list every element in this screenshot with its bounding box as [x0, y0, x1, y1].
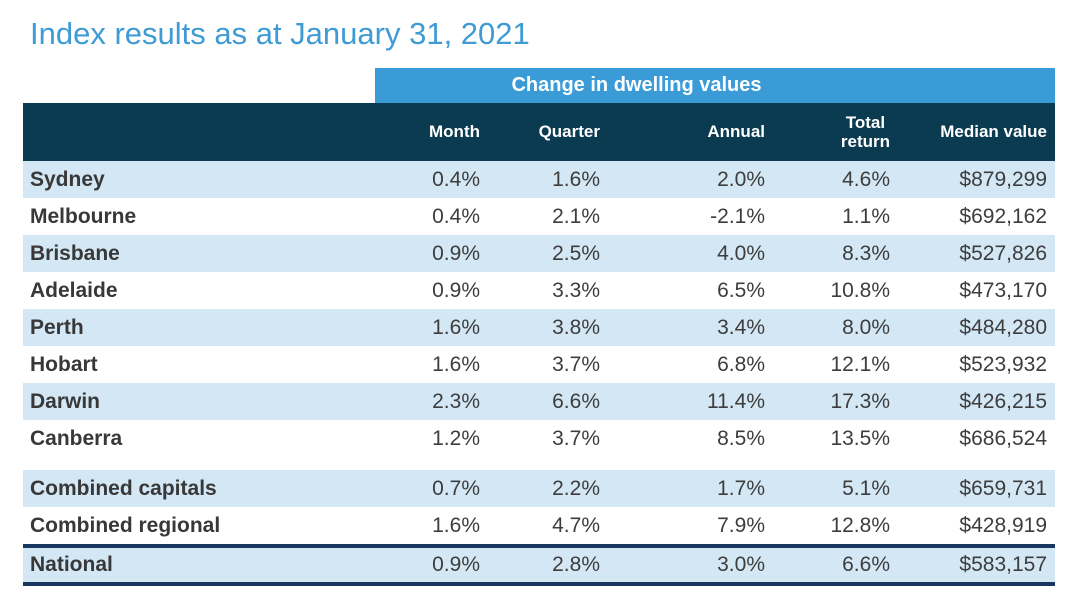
total-return-value: 12.1% [830, 352, 890, 376]
quarter-value: 3.3% [552, 278, 600, 302]
median-value: $659,731 [959, 476, 1047, 500]
quarter-value: 1.6% [552, 167, 600, 191]
month-value: 1.2% [432, 426, 480, 450]
quarter-value: 2.1% [552, 204, 600, 228]
annual-value: 1.7% [717, 476, 765, 500]
column-header-median-value: Median value [940, 122, 1047, 141]
total-return-value: 8.0% [842, 315, 890, 339]
table-row: Hobart 1.6% 3.7% 6.8% 12.1% $523,932 [23, 346, 1055, 383]
region-label: Adelaide [30, 278, 118, 302]
median-value: $686,524 [959, 426, 1047, 450]
month-value: 1.6% [432, 513, 480, 537]
month-value: 0.7% [432, 476, 480, 500]
table-row: Darwin 2.3% 6.6% 11.4% 17.3% $426,215 [23, 383, 1055, 420]
total-return-value: 8.3% [842, 241, 890, 265]
column-header-total-return: Total return [773, 113, 898, 152]
annual-value: -2.1% [710, 204, 765, 228]
table-row: Combined capitals 0.7% 2.2% 1.7% 5.1% $659,73… [23, 470, 1055, 507]
group-header-spacer [23, 68, 375, 103]
total-return-value: 1.1% [842, 204, 890, 228]
total-return-value: 5.1% [842, 476, 890, 500]
month-value: 1.6% [432, 352, 480, 376]
total-return-header-stack: Total return [841, 113, 890, 151]
table-row: Perth 1.6% 3.8% 3.4% 8.0% $484,280 [23, 309, 1055, 346]
month-value: 0.9% [432, 553, 480, 576]
index-results-table: Change in dwelling values Month Quarter … [23, 68, 1055, 586]
quarter-value: 2.5% [552, 241, 600, 265]
column-header-quarter: Quarter [538, 122, 600, 141]
quarter-value: 3.7% [552, 426, 600, 450]
annual-value: 8.5% [717, 426, 765, 450]
region-label: Combined capitals [30, 476, 217, 500]
annual-value: 4.0% [717, 241, 765, 265]
month-value: 0.4% [432, 204, 480, 228]
annual-value: 11.4% [707, 389, 765, 413]
median-value: $473,170 [959, 278, 1047, 302]
median-value: $428,919 [959, 513, 1047, 537]
quarter-value: 2.2% [552, 476, 600, 500]
total-return-value: 12.8% [830, 513, 890, 537]
quarter-value: 3.8% [552, 315, 600, 339]
quarter-value: 6.6% [552, 389, 600, 413]
table-row: Canberra 1.2% 3.7% 8.5% 13.5% $686,524 [23, 420, 1055, 457]
total-return-value: 4.6% [842, 167, 890, 191]
annual-value: 7.9% [717, 513, 765, 537]
region-label: National [30, 553, 113, 576]
median-value: $879,299 [959, 167, 1047, 191]
table-row: Brisbane 0.9% 2.5% 4.0% 8.3% $527,826 [23, 235, 1055, 272]
total-return-value: 13.5% [830, 426, 890, 450]
annual-value: 2.0% [717, 167, 765, 191]
month-value: 2.3% [432, 389, 480, 413]
group-header-band: Change in dwelling values [375, 68, 1055, 103]
month-value: 0.9% [432, 241, 480, 265]
median-value: $484,280 [959, 315, 1047, 339]
month-value: 0.9% [432, 278, 480, 302]
region-label: Combined regional [30, 513, 221, 537]
table-header-row: Month Quarter Annual Total return Median… [23, 103, 1055, 161]
region-label: Brisbane [30, 241, 120, 265]
quarter-value: 2.8% [552, 553, 600, 576]
total-return-value: 10.8% [830, 278, 890, 302]
month-value: 0.4% [432, 167, 480, 191]
table-row: Sydney 0.4% 1.6% 2.0% 4.6% $879,299 [23, 161, 1055, 198]
column-header-month: Month [429, 122, 480, 141]
region-label: Melbourne [30, 204, 137, 228]
quarter-value: 4.7% [552, 513, 600, 537]
column-header-annual: Annual [707, 122, 765, 141]
group-header-row: Change in dwelling values [23, 68, 1055, 103]
median-value: $426,215 [959, 389, 1047, 413]
median-value: $523,932 [959, 352, 1047, 376]
region-label: Darwin [30, 389, 101, 413]
region-label: Canberra [30, 426, 123, 450]
region-label: Perth [30, 315, 84, 339]
table-row: Adelaide 0.9% 3.3% 6.5% 10.8% $473,170 [23, 272, 1055, 309]
month-value: 1.6% [432, 315, 480, 339]
total-return-value: 17.3% [830, 389, 890, 413]
quarter-value: 3.7% [552, 352, 600, 376]
page-title: Index results as at January 31, 2021 [30, 16, 530, 51]
total-return-header-line1: Total [845, 112, 886, 132]
section-gap [23, 457, 1055, 470]
table-row: Melbourne 0.4% 2.1% -2.1% 1.1% $692,162 [23, 198, 1055, 235]
region-label: Sydney [30, 167, 105, 191]
annual-value: 3.4% [717, 315, 765, 339]
table-rows: Sydney 0.4% 1.6% 2.0% 4.6% $879,299 Melbourne 0… [23, 161, 1055, 586]
annual-value: 3.0% [717, 553, 765, 576]
table-row: Combined regional 1.6% 4.7% 7.9% 12.8% $428,9… [23, 507, 1055, 544]
median-value: $583,157 [959, 553, 1047, 576]
group-header-label: Change in dwelling values [511, 74, 762, 96]
total-return-value: 6.6% [842, 553, 890, 576]
annual-value: 6.5% [717, 278, 765, 302]
annual-value: 6.8% [717, 352, 765, 376]
median-value: $692,162 [959, 204, 1047, 228]
region-label: Hobart [30, 352, 98, 376]
median-value: $527,826 [959, 241, 1047, 265]
total-return-header-line2: return [840, 131, 890, 151]
table-row: National 0.9% 2.8% 3.0% 6.6% $583,157 [23, 544, 1055, 586]
